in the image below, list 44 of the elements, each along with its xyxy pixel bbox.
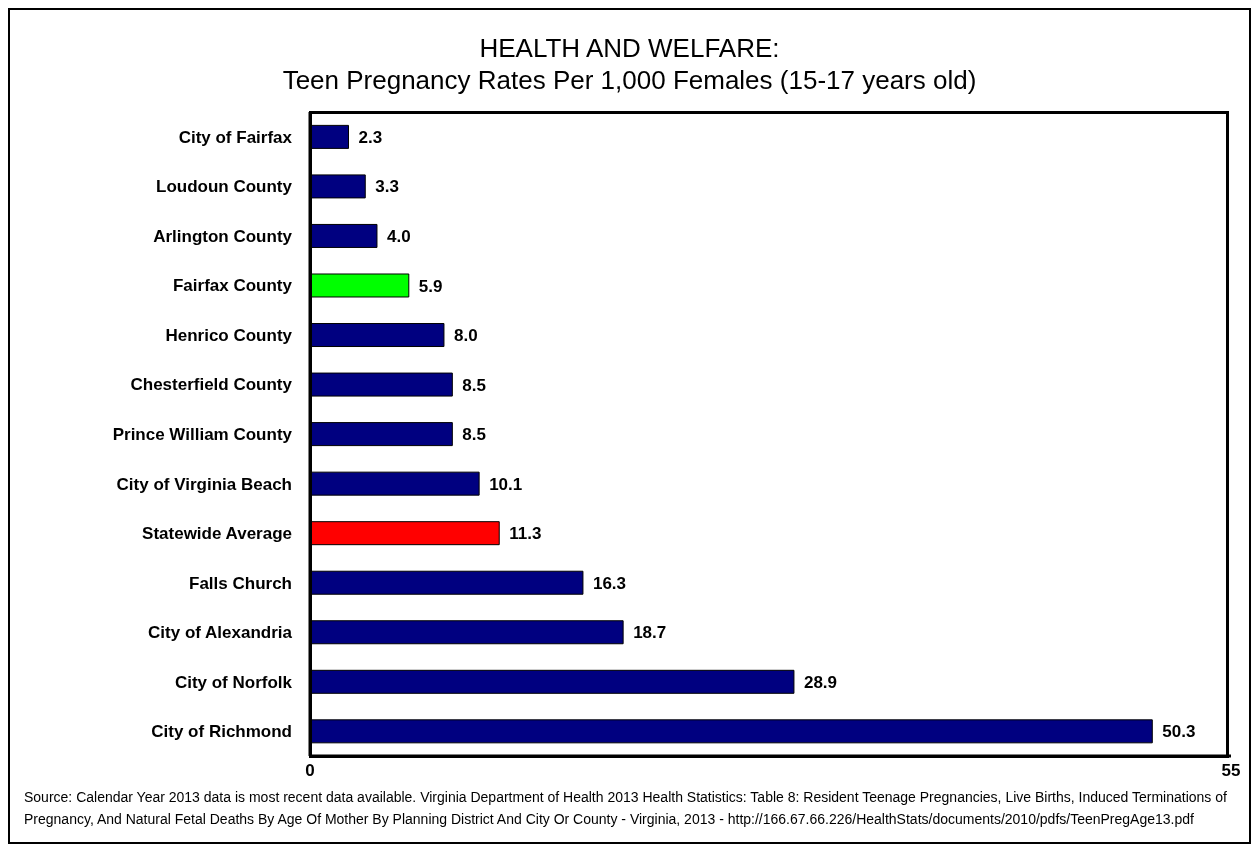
y-tick-label: City of Richmond [151,722,292,742]
bar [310,174,366,199]
bar [310,620,624,645]
data-label: 18.7 [633,623,667,643]
y-tick-label: Arlington County [153,226,293,246]
bar [310,521,500,546]
bar [310,273,410,298]
bar [310,372,453,397]
chart-title: HEALTH AND WELFARE: [478,32,781,64]
bar [310,471,480,496]
bar [310,124,350,149]
data-label: 2.3 [358,127,383,147]
y-tick-label: City of Virginia Beach [116,474,292,494]
data-label: 3.3 [375,177,399,197]
y-tick-label: Loudoun County [156,177,293,197]
data-label: 50.3 [1162,722,1196,742]
data-label: 16.3 [592,573,627,593]
data-label: 8.0 [453,326,478,346]
y-tick-label: Fairfax County [172,276,293,296]
data-label: 4.0 [386,226,411,246]
data-label: 28.9 [803,672,838,692]
data-label: 8.5 [462,425,486,445]
x-tick-label: 0 [305,761,315,781]
y-tick-label: Prince William County [112,425,293,444]
bar [310,669,795,694]
y-tick-label: Chesterfield County [130,375,293,395]
bar [310,223,378,248]
y-tick-label: Henrico County [165,325,293,345]
bar [310,570,584,595]
chart-subtitle: Teen Pregnancy Rates Per 1,000 Females (15-17 years old) [281,64,978,96]
x-tick-label: 55 [1221,761,1241,781]
bar [310,422,453,447]
source-note: Source: Calendar Year 2013 data is most recent data available. Virginia Department of Health 2013 Health Statistics: Table 8: Resident Teenage Pregnancies, Live Births, Induced Terminations of Pregnancy, And Natural Fetal Deaths By Age Of Mother By Planning District And City Or County - Virginia, 2013 - http://166.67.66.226/HealthStats/documents/2010/pdfs/TeenPregAge13.pdf [24,788,1228,829]
y-tick-label: City of Fairfax [178,127,293,147]
bar [310,323,445,348]
y-tick-label: Statewide Average [142,524,292,544]
y-tick-label: City of Norfolk [174,672,293,692]
data-label: 10.1 [489,474,523,494]
data-label: 8.5 [462,375,486,395]
y-tick-label: City of Alexandria [148,623,293,643]
data-label: 5.9 [418,276,443,296]
bar [310,719,1153,744]
data-label: 11.3 [509,524,542,544]
y-tick-label: Falls Church [189,573,292,593]
